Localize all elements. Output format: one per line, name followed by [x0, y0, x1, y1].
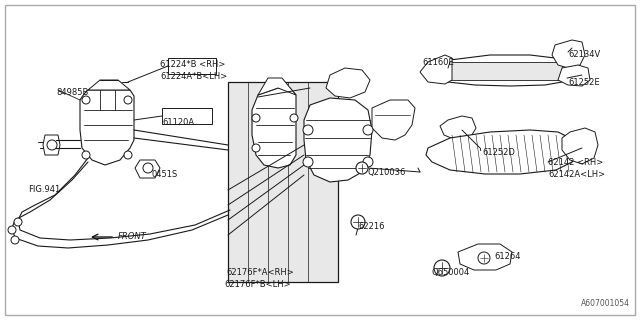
Text: 61160E: 61160E	[422, 58, 454, 67]
Polygon shape	[326, 68, 370, 98]
Circle shape	[351, 215, 365, 229]
Text: 61252E: 61252E	[568, 78, 600, 87]
Text: 61264: 61264	[494, 252, 520, 261]
Circle shape	[47, 140, 57, 150]
Text: 62134V: 62134V	[568, 50, 600, 59]
Circle shape	[11, 236, 19, 244]
Polygon shape	[558, 65, 590, 86]
Polygon shape	[440, 116, 476, 140]
Bar	[450, 62, 562, 80]
Text: A607001054: A607001054	[581, 299, 630, 308]
Text: 62142 <RH>: 62142 <RH>	[548, 158, 604, 167]
Text: 62176F*A<RH>: 62176F*A<RH>	[226, 268, 294, 277]
Circle shape	[252, 114, 260, 122]
Circle shape	[363, 157, 373, 167]
Polygon shape	[372, 100, 415, 140]
Polygon shape	[88, 80, 130, 90]
Text: 0451S: 0451S	[152, 170, 179, 179]
Text: Q210036: Q210036	[368, 168, 406, 177]
Polygon shape	[80, 90, 134, 165]
Polygon shape	[428, 55, 570, 86]
Circle shape	[356, 162, 368, 174]
Text: 84985B: 84985B	[56, 88, 88, 97]
Circle shape	[82, 151, 90, 159]
Circle shape	[143, 163, 153, 173]
Circle shape	[14, 218, 22, 226]
Text: FIG.941: FIG.941	[28, 185, 60, 194]
Text: 61224*B <RH>: 61224*B <RH>	[160, 60, 225, 69]
Circle shape	[252, 144, 260, 152]
Polygon shape	[458, 244, 512, 270]
Bar	[228, 82, 338, 282]
Circle shape	[363, 125, 373, 135]
Bar	[162, 108, 212, 124]
Circle shape	[124, 96, 132, 104]
Polygon shape	[258, 78, 296, 95]
Text: 61120A: 61120A	[162, 118, 194, 127]
Text: 62142A<LH>: 62142A<LH>	[548, 170, 605, 179]
Text: 62216: 62216	[358, 222, 385, 231]
Circle shape	[82, 96, 90, 104]
Circle shape	[303, 157, 313, 167]
Polygon shape	[562, 128, 598, 164]
Circle shape	[290, 114, 298, 122]
Circle shape	[8, 226, 16, 234]
Text: Q650004: Q650004	[432, 268, 470, 277]
Polygon shape	[135, 160, 160, 178]
Text: 61252D: 61252D	[482, 148, 515, 157]
Polygon shape	[420, 55, 452, 84]
Polygon shape	[252, 88, 296, 168]
Circle shape	[303, 125, 313, 135]
Circle shape	[124, 151, 132, 159]
Text: 61224A*B<LH>: 61224A*B<LH>	[160, 72, 227, 81]
Text: 62176F*B<LH>: 62176F*B<LH>	[224, 280, 291, 289]
Text: FRONT: FRONT	[118, 232, 147, 241]
Polygon shape	[43, 135, 60, 155]
Polygon shape	[552, 40, 585, 68]
Circle shape	[434, 260, 450, 276]
Polygon shape	[304, 98, 372, 182]
Bar	[168, 58, 216, 74]
Polygon shape	[426, 130, 578, 174]
Circle shape	[478, 252, 490, 264]
